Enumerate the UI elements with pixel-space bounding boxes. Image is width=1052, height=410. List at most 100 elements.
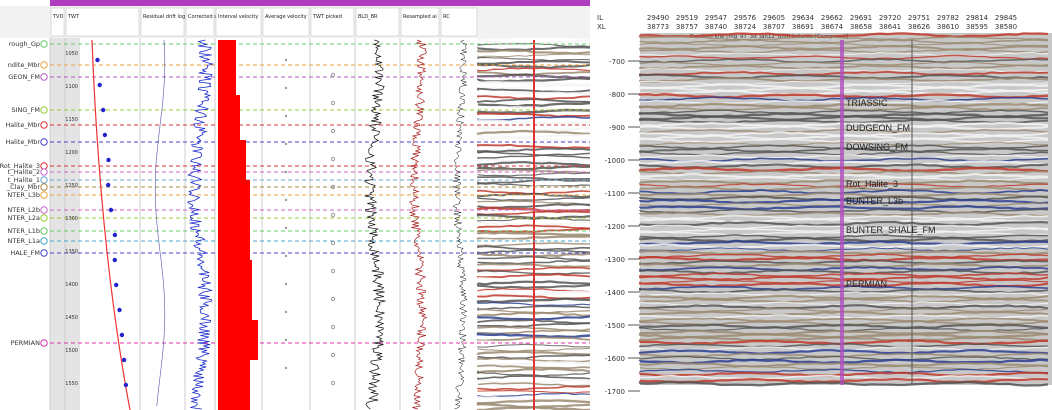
track-header-cell — [51, 8, 64, 36]
avg-velocity-point — [285, 227, 287, 229]
top-marker — [41, 184, 47, 190]
drift-point — [106, 158, 110, 162]
track-header: TVD — [52, 14, 63, 20]
top-label: NTER_L2b — [7, 206, 40, 214]
time-label: -1500 — [605, 322, 625, 330]
track-header-cell — [216, 8, 261, 36]
horizon-label: TRIASSIC — [846, 98, 888, 108]
drift-point — [113, 258, 117, 262]
il-value: 29634 — [792, 14, 815, 22]
top-label: HALE_FM — [10, 249, 40, 257]
drift-point — [95, 58, 99, 62]
drift-point — [122, 358, 126, 362]
time-label: -1100 — [605, 190, 625, 198]
top-marker — [41, 228, 47, 234]
depth-label: 1400 — [65, 282, 78, 288]
il-label: IL — [597, 14, 603, 22]
top-marker — [41, 62, 47, 68]
avg-velocity-point — [285, 339, 287, 341]
top-label: Halite_Mbr — [5, 138, 40, 146]
top-marker — [41, 340, 47, 346]
track-header-cell — [441, 8, 477, 36]
well-panel — [0, 0, 590, 410]
track-header: Resampled ai — [403, 14, 437, 20]
depth-label: 1500 — [65, 348, 78, 354]
top-marker — [41, 177, 47, 183]
il-value: 29814 — [966, 14, 989, 22]
top-label: rough_Gp — [9, 40, 40, 48]
track-header-cell — [141, 8, 184, 36]
top-marker — [41, 122, 47, 128]
il-value: 29751 — [908, 14, 930, 22]
avg-velocity-point — [285, 311, 287, 313]
horizon-label: DOWSING_FM — [846, 142, 908, 152]
track-header: Interval velocity — [218, 14, 258, 20]
top-marker — [41, 238, 47, 244]
track-header: Residual drift log — [143, 14, 185, 20]
il-value: 29782 — [937, 14, 959, 22]
drift-point — [124, 383, 128, 387]
top-label: NTER_L2a — [8, 214, 40, 222]
xl-value: 38641 — [879, 23, 901, 31]
depth-label: 1450 — [65, 315, 78, 321]
drift-point — [114, 283, 118, 287]
avg-velocity-point — [285, 255, 287, 257]
top-marker — [41, 139, 47, 145]
screenshot: IL XL Random line [mg_97_3d_jan12_tint6 … — [0, 0, 1052, 410]
il-value: 29720 — [879, 14, 901, 22]
avg-velocity-point — [285, 283, 287, 285]
depth-label: 1050 — [65, 51, 78, 57]
top-label: NTER_L1a — [8, 237, 40, 245]
xl-value: 38674 — [821, 23, 844, 31]
il-value: 29691 — [850, 14, 872, 22]
drift-point — [98, 83, 102, 87]
time-label: -800 — [609, 91, 625, 99]
track-header-cell — [356, 8, 399, 36]
depth-label: 1550 — [65, 381, 78, 387]
track-header: TWT — [67, 14, 80, 20]
avg-velocity-point — [285, 115, 287, 117]
depth-label: 1350 — [65, 249, 78, 255]
time-label: -1600 — [605, 355, 625, 363]
xl-value: 38595 — [966, 23, 988, 31]
depth-label: 1200 — [65, 150, 78, 156]
il-value: 29576 — [734, 14, 757, 22]
xl-value: 38610 — [937, 23, 959, 31]
time-label: -1700 — [605, 388, 625, 396]
avg-velocity-point — [285, 199, 287, 201]
top-label: Halite_Mbr — [5, 121, 40, 129]
top-marker — [41, 107, 47, 113]
il-value: 29845 — [995, 14, 1017, 22]
depth-label: 1250 — [65, 183, 78, 189]
top-marker — [41, 41, 47, 47]
track-header-cell — [311, 8, 354, 36]
avg-velocity-point — [285, 59, 287, 61]
track-header-cell — [263, 8, 309, 36]
depth-label: 1150 — [65, 117, 78, 123]
depth-label: 1300 — [65, 216, 78, 222]
avg-velocity-point — [285, 143, 287, 145]
top-label: NTER_L1b — [7, 227, 40, 235]
avg-velocity-point — [285, 87, 287, 89]
horizon-label: BUNTER_SHALE_FM — [846, 225, 936, 235]
xl-value: 38658 — [850, 23, 872, 31]
drift-point — [120, 333, 124, 337]
il-value: 29490 — [647, 14, 669, 22]
il-value: 29662 — [821, 14, 843, 22]
avg-velocity-point — [285, 367, 287, 369]
avg-velocity-point — [285, 171, 287, 173]
il-value: 29605 — [763, 14, 785, 22]
drift-point — [103, 133, 107, 137]
track-header-cell — [66, 8, 139, 36]
top-marker — [41, 215, 47, 221]
drift-point — [106, 183, 110, 187]
top-label: ndite_Mbr — [8, 61, 41, 69]
track-header: Average velocity — [265, 14, 307, 20]
time-label: -1400 — [605, 289, 625, 297]
track-header-cell — [186, 8, 214, 36]
track-header: TWT picked — [312, 14, 342, 20]
top-label: NTER_L3b — [7, 191, 40, 199]
horizon-label: PERMIAN — [846, 279, 887, 289]
top-label: _Clay_Mbr — [6, 183, 40, 191]
time-label: -1000 — [605, 157, 625, 165]
